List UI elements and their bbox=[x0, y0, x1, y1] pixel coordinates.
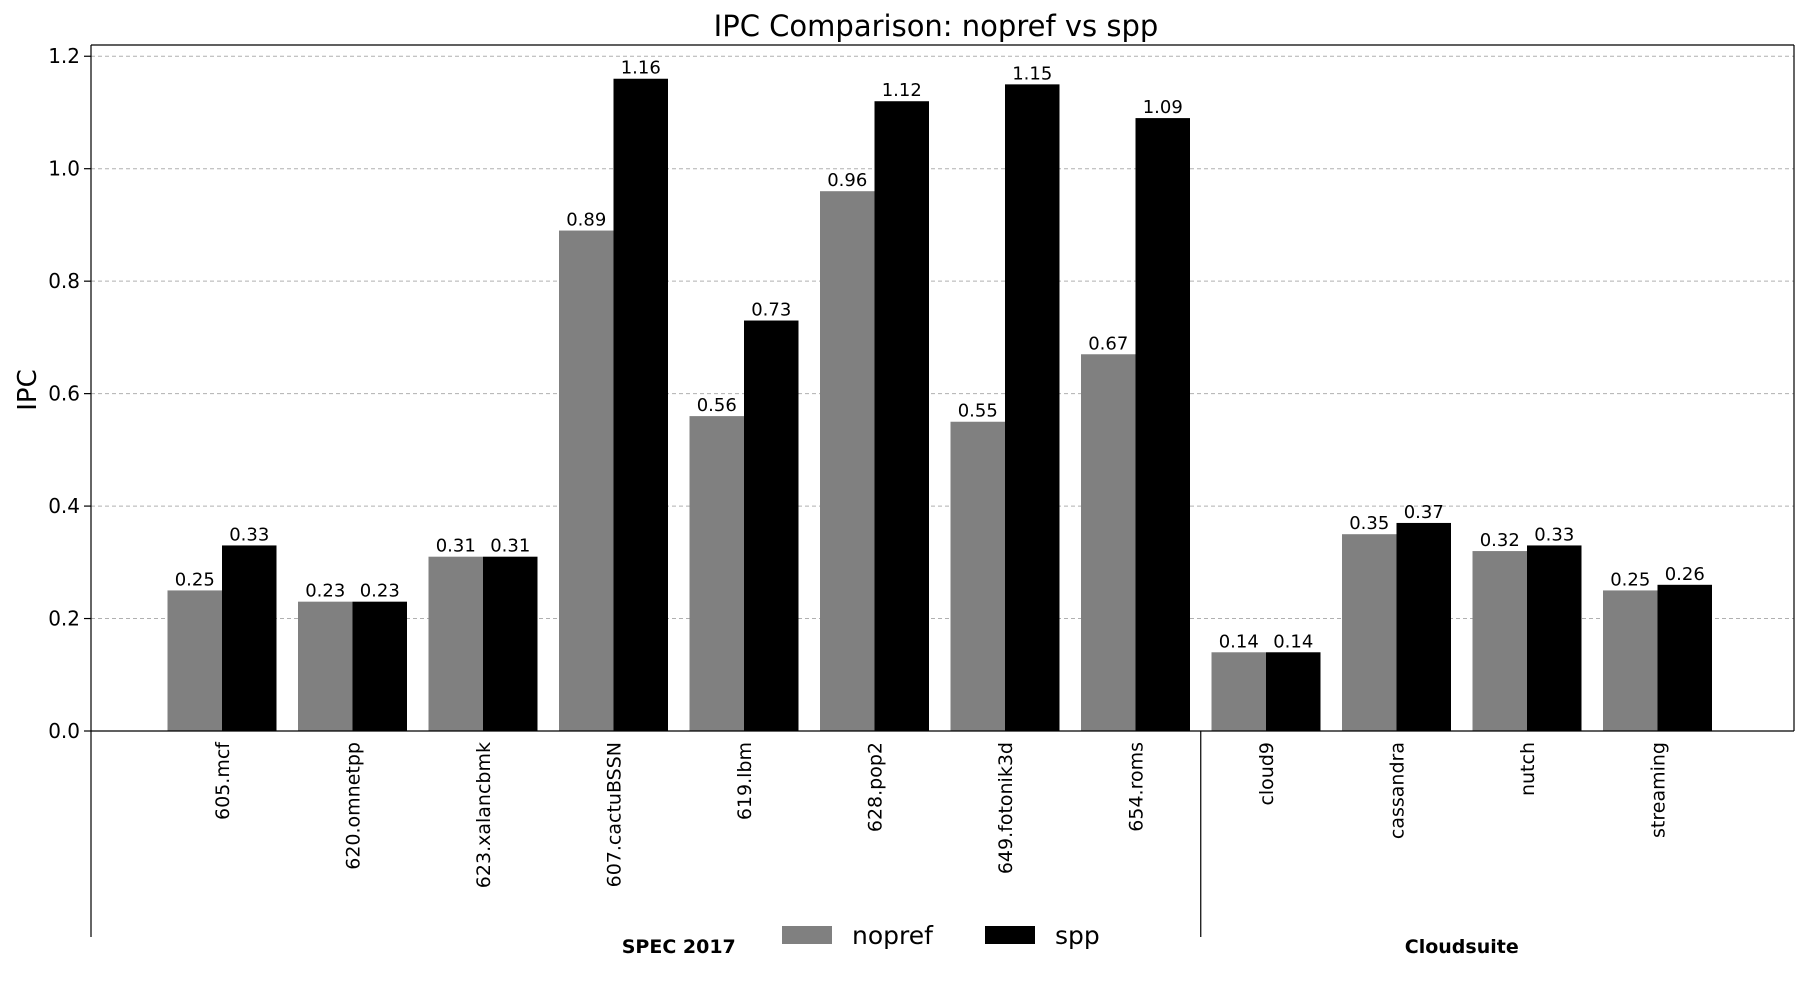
x-tick-label: streaming bbox=[1648, 742, 1670, 838]
category-groups: SPEC 2017 Cloudsuite bbox=[90, 731, 1519, 958]
data-label-spp: 0.26 bbox=[1665, 564, 1705, 585]
y-tick-label: 0.2 bbox=[48, 607, 80, 631]
group-label: Cloudsuite bbox=[1405, 936, 1519, 958]
x-tick-label: 623.xalancbmk bbox=[473, 742, 495, 888]
legend: nopref spp bbox=[782, 921, 1100, 950]
data-label-spp: 1.12 bbox=[882, 80, 922, 101]
bar-spp bbox=[744, 320, 799, 731]
y-tick-label: 0.0 bbox=[48, 719, 80, 743]
y-tick-label: 1.2 bbox=[48, 44, 80, 68]
x-tick-label: cassandra bbox=[1387, 742, 1409, 839]
x-tick-label: 619.lbm bbox=[734, 742, 756, 820]
x-tick-label: 628.pop2 bbox=[865, 742, 887, 832]
data-label-nopref: 0.23 bbox=[305, 581, 345, 602]
group-label: SPEC 2017 bbox=[622, 936, 736, 958]
bar-nopref bbox=[428, 556, 483, 731]
bar-nopref bbox=[950, 421, 1005, 731]
y-tick-label: 0.8 bbox=[48, 269, 80, 293]
bar-nopref bbox=[298, 601, 353, 731]
data-label-spp: 0.14 bbox=[1273, 631, 1313, 652]
plot-frame bbox=[90, 44, 1795, 732]
bar-spp bbox=[1266, 652, 1321, 731]
data-label-nopref: 0.96 bbox=[827, 170, 867, 191]
bar-spp bbox=[1527, 545, 1582, 731]
data-label-spp: 1.09 bbox=[1143, 97, 1183, 118]
bar-spp bbox=[1135, 118, 1190, 731]
bar-spp bbox=[613, 78, 668, 732]
data-label-nopref: 0.31 bbox=[436, 536, 476, 557]
bar-nopref bbox=[1342, 534, 1397, 731]
data-labels: 0.25 0.23 0.31 0.89 0.56 0.96 0.55 0.67 0.14 0.35… bbox=[175, 58, 1705, 653]
data-label-nopref: 0.25 bbox=[175, 569, 215, 590]
bar-nopref bbox=[1081, 354, 1136, 731]
data-label-nopref: 0.32 bbox=[1480, 530, 1520, 551]
y-tick-label: 0.6 bbox=[48, 382, 80, 406]
data-label-spp: 0.37 bbox=[1404, 502, 1444, 523]
x-tick-label: 649.fotonik3d bbox=[995, 742, 1017, 874]
data-label-spp: 0.23 bbox=[360, 581, 400, 602]
y-tick-label: 0.4 bbox=[48, 494, 80, 518]
data-label-spp: 0.33 bbox=[1534, 524, 1574, 545]
data-label-nopref: 0.25 bbox=[1610, 569, 1650, 590]
y-axis-label: IPC bbox=[13, 369, 43, 411]
x-tick-label: 605.mcf bbox=[212, 741, 234, 820]
bar-nopref bbox=[820, 191, 875, 731]
legend-label-spp: spp bbox=[1055, 921, 1100, 950]
chart-title: IPC Comparison: nopref vs spp bbox=[714, 9, 1159, 43]
bar-nopref bbox=[559, 230, 614, 731]
bar-spp bbox=[1005, 84, 1060, 731]
bar-spp bbox=[874, 101, 929, 732]
y-tick-label: 1.0 bbox=[48, 157, 80, 181]
legend-label-nopref: nopref bbox=[852, 921, 934, 950]
bar-nopref bbox=[1603, 590, 1658, 731]
x-tick-label: 607.cactuBSSN bbox=[604, 742, 626, 887]
x-tick-label: 620.omnetpp bbox=[343, 742, 365, 870]
data-label-spp: 0.33 bbox=[229, 524, 269, 545]
legend-swatch-nopref bbox=[782, 926, 832, 944]
data-label-spp: 0.73 bbox=[751, 300, 791, 321]
bars bbox=[167, 78, 1712, 732]
data-label-nopref: 0.14 bbox=[1219, 631, 1259, 652]
bar-nopref bbox=[689, 416, 744, 731]
data-label-spp: 1.15 bbox=[1012, 63, 1052, 84]
x-axis-ticks: 605.mcf 620.omnetpp 623.xalancbmk 607.cactu… bbox=[212, 741, 1670, 888]
y-axis-ticks: 0.0 0.2 0.4 0.6 0.8 1.0 1.2 bbox=[48, 44, 91, 743]
x-tick-label: nutch bbox=[1517, 742, 1539, 796]
data-label-nopref: 0.56 bbox=[697, 395, 737, 416]
bar-spp bbox=[222, 545, 277, 731]
data-label-nopref: 0.67 bbox=[1088, 333, 1128, 354]
data-label-spp: 0.31 bbox=[490, 536, 530, 557]
bar-spp bbox=[483, 556, 538, 731]
bar-spp bbox=[352, 601, 407, 731]
bar-nopref bbox=[1211, 652, 1266, 731]
bar-nopref bbox=[1472, 551, 1527, 731]
data-label-spp: 1.16 bbox=[621, 58, 661, 79]
x-tick-label: 654.roms bbox=[1126, 742, 1148, 832]
data-label-nopref: 0.35 bbox=[1349, 513, 1389, 534]
data-label-nopref: 0.89 bbox=[566, 210, 606, 231]
bar-spp bbox=[1396, 522, 1451, 731]
legend-swatch-spp bbox=[985, 926, 1035, 944]
data-label-nopref: 0.55 bbox=[958, 401, 998, 422]
bar-nopref bbox=[167, 590, 222, 731]
bar-spp bbox=[1657, 584, 1712, 731]
x-tick-label: cloud9 bbox=[1256, 742, 1278, 806]
